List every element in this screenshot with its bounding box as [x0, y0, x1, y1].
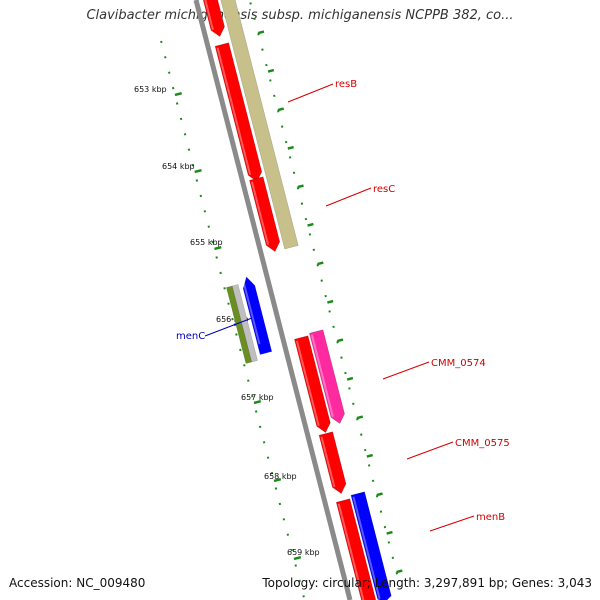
chromosome-backbone [193, 0, 353, 600]
major-tick [287, 145, 294, 150]
gene-feature-CMM_0574-pink[interactable] [309, 329, 345, 424]
gene-feature-menC-gray[interactable] [231, 284, 258, 363]
label-leader-line [429, 515, 475, 532]
major-tick [396, 569, 403, 574]
major-tick [277, 107, 285, 112]
major-tick [386, 530, 393, 535]
ruler-label: 659 kbp [287, 548, 320, 557]
gene-feature-CMM_0574-pink-shine [310, 334, 334, 418]
gene-label-CMM_0575[interactable]: CMM_0575 [455, 438, 510, 449]
gene-feature-menC[interactable] [242, 276, 273, 355]
ruler-label: 655 kbp [190, 238, 223, 247]
ruler-label: 656 kbp [216, 315, 249, 324]
gene-feature-CMM_0574-shine [295, 340, 320, 427]
map-title: Clavibacter michiganensis subsp. michiga… [86, 8, 514, 23]
gene-feature-resC-shine [250, 181, 270, 246]
ruler-labels: 653 kbp 654 kbp 655 kbp 656 kbp 657 kbp 658 k… [134, 85, 320, 557]
major-tick [346, 376, 354, 381]
gene-feature-resB-shine [216, 47, 252, 176]
gene-label-menB[interactable]: menB [476, 512, 505, 523]
gene-feature-resC[interactable] [249, 176, 281, 252]
gene-label-resB[interactable]: resB [335, 79, 357, 90]
gene-labels: resB resC menC CMM_0574 CMM_0575 menB [176, 79, 510, 523]
gene-feature-CMM_0575[interactable] [318, 431, 347, 494]
gene-label-menC[interactable]: menC [176, 331, 205, 342]
label-leader-line [325, 187, 372, 207]
major-tick [356, 415, 364, 420]
accession-text: Accession: NC_009480 [9, 576, 146, 590]
ruler-ticks [160, 2, 403, 598]
major-tick [336, 338, 344, 343]
label-leader-line [406, 441, 454, 460]
major-tick [273, 477, 282, 483]
label-leaders [204, 83, 475, 532]
major-tick [327, 299, 334, 304]
gene-label-resC[interactable]: resC [373, 184, 395, 195]
gene-label-CMM_0574[interactable]: CMM_0574 [431, 358, 486, 369]
major-tick [267, 68, 275, 73]
major-tick [194, 168, 202, 174]
major-tick [317, 261, 324, 266]
label-leader-line [287, 83, 334, 103]
major-tick [307, 222, 314, 227]
gene-feature-band-olive[interactable] [217, 0, 299, 250]
major-tick [214, 245, 222, 251]
major-tick [376, 492, 383, 497]
ruler-label: 658 kbp [264, 472, 297, 481]
gene-feature-menB-shine [337, 503, 365, 600]
ruler-label: 654 kbp [162, 162, 195, 171]
major-tick [253, 399, 262, 405]
ruler-label: 657 kbp [241, 393, 274, 402]
gene-feature-CMM_0574[interactable] [294, 335, 331, 433]
gene-feature-menC-shine [242, 279, 261, 345]
gene-feature-menB-blue-shine [352, 496, 381, 600]
label-leader-line [382, 361, 430, 380]
gene-feature-upstream-shine [204, 0, 214, 31]
gene-feature-CMM_0575-shine [320, 436, 336, 488]
major-tick [174, 91, 183, 97]
major-tick [293, 555, 302, 561]
gene-feature-menB-blue[interactable] [350, 491, 392, 600]
major-tick [297, 184, 304, 189]
gene-feature-resB[interactable] [214, 42, 263, 182]
ruler-label: 653 kbp [134, 85, 167, 94]
genome-summary-text: Topology: circular; Length: 3,297,891 bp… [262, 576, 592, 590]
gene-feature-upstream[interactable] [200, 0, 225, 37]
major-tick [366, 453, 373, 458]
gene-feature-menB[interactable] [335, 498, 377, 600]
label-leader-line [204, 317, 253, 337]
gene-features[interactable] [200, 0, 392, 600]
major-tick [257, 30, 265, 35]
